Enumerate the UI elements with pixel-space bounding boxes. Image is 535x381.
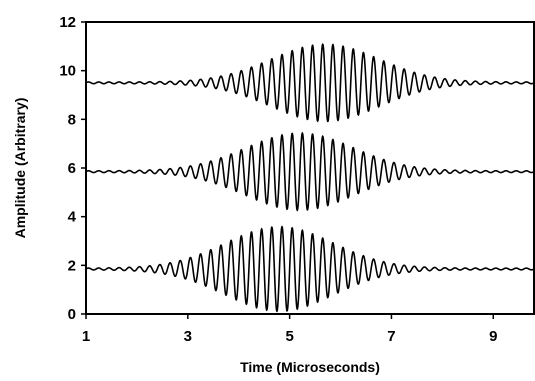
x-tick-label: 3 (184, 328, 192, 345)
y-tick-label: 8 (68, 111, 76, 128)
waveform-series-3 (86, 227, 534, 311)
y-tick-label: 0 (68, 306, 76, 323)
y-tick-label: 4 (68, 209, 77, 226)
x-tick-label: 7 (387, 328, 395, 345)
y-tick-label: 10 (59, 63, 76, 80)
y-tick-label: 2 (68, 257, 76, 274)
x-axis: 1 3 5 7 9 (82, 314, 498, 345)
waveform-series-group (86, 44, 534, 311)
y-tick-label: 6 (68, 160, 76, 177)
y-axis-title: Amplitude (Arbitrary) (12, 98, 28, 239)
x-tick-label: 5 (285, 328, 293, 345)
y-tick-label: 12 (59, 14, 76, 31)
x-tick-label: 9 (489, 328, 497, 345)
waveform-series-2 (86, 133, 534, 210)
x-tick-label: 1 (82, 328, 90, 345)
waveform-series-1 (86, 44, 534, 121)
x-axis-title: Time (Microseconds) (240, 359, 380, 375)
y-axis: 0 2 4 6 8 10 12 (59, 14, 86, 323)
